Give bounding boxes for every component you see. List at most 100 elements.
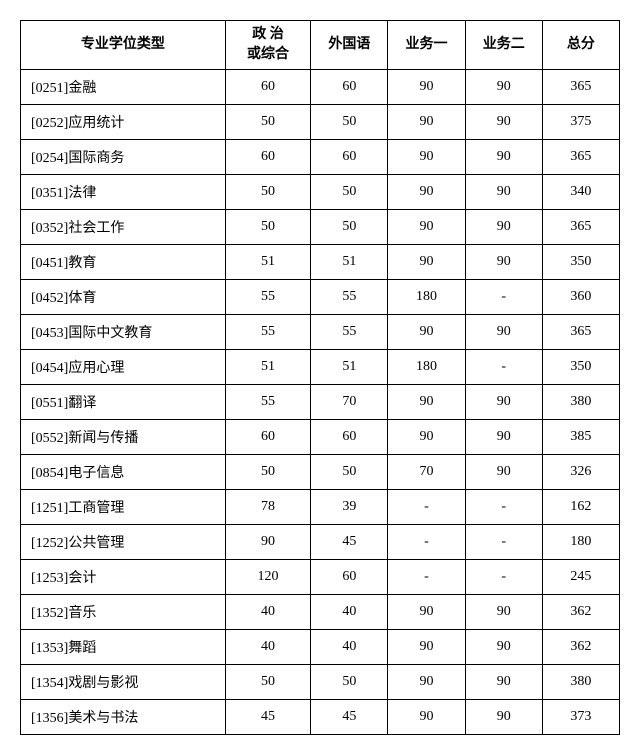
- row-label: [0854]电子信息: [21, 455, 226, 490]
- row-cell: 60: [225, 140, 310, 175]
- row-cell: 90: [465, 595, 542, 630]
- row-cell: 340: [542, 175, 619, 210]
- row-cell: 60: [311, 70, 388, 105]
- row-cell: 90: [388, 595, 465, 630]
- row-label: [0454]应用心理: [21, 350, 226, 385]
- row-cell: 90: [388, 420, 465, 455]
- row-cell: 40: [225, 595, 310, 630]
- row-cell: 51: [311, 350, 388, 385]
- row-cell: 90: [388, 315, 465, 350]
- row-cell: 180: [542, 525, 619, 560]
- row-cell: 50: [311, 105, 388, 140]
- row-cell: 40: [311, 595, 388, 630]
- row-label: [1353]舞蹈: [21, 630, 226, 665]
- row-label: [1354]戏剧与影视: [21, 665, 226, 700]
- row-cell: 326: [542, 455, 619, 490]
- table-row: [0551]翻译55709090380: [21, 385, 620, 420]
- table-row: [0351]法律50509090340: [21, 175, 620, 210]
- row-cell: 360: [542, 280, 619, 315]
- row-cell: 55: [225, 280, 310, 315]
- row-cell: -: [465, 350, 542, 385]
- row-label: [0551]翻译: [21, 385, 226, 420]
- row-cell: 50: [225, 455, 310, 490]
- row-label: [0552]新闻与传播: [21, 420, 226, 455]
- table-row: [0453]国际中文教育55559090365: [21, 315, 620, 350]
- row-cell: 90: [388, 70, 465, 105]
- row-cell: 362: [542, 630, 619, 665]
- row-label: [0452]体育: [21, 280, 226, 315]
- row-cell: 365: [542, 315, 619, 350]
- row-cell: 90: [465, 315, 542, 350]
- row-cell: 90: [465, 665, 542, 700]
- row-cell: 55: [225, 385, 310, 420]
- row-cell: 90: [388, 210, 465, 245]
- col-header-biz2: 业务二: [465, 21, 542, 70]
- row-label: [1252]公共管理: [21, 525, 226, 560]
- col-header-total: 总分: [542, 21, 619, 70]
- row-cell: 70: [388, 455, 465, 490]
- row-cell: 90: [465, 455, 542, 490]
- row-label: [0251]金融: [21, 70, 226, 105]
- row-cell: 90: [388, 700, 465, 735]
- row-cell: 45: [311, 700, 388, 735]
- row-cell: 90: [388, 140, 465, 175]
- table-row: [0854]电子信息50507090326: [21, 455, 620, 490]
- row-cell: 50: [311, 210, 388, 245]
- row-cell: 362: [542, 595, 619, 630]
- row-cell: 350: [542, 245, 619, 280]
- row-cell: 90: [465, 420, 542, 455]
- row-label: [1253]会计: [21, 560, 226, 595]
- row-cell: 90: [465, 105, 542, 140]
- table-row: [1356]美术与书法45459090373: [21, 700, 620, 735]
- row-cell: 90: [388, 245, 465, 280]
- row-cell: 51: [225, 245, 310, 280]
- row-cell: -: [465, 280, 542, 315]
- table-row: [1253]会计12060--245: [21, 560, 620, 595]
- row-cell: 380: [542, 665, 619, 700]
- row-cell: 90: [388, 105, 465, 140]
- table-row: [1352]音乐40409090362: [21, 595, 620, 630]
- row-cell: 365: [542, 70, 619, 105]
- row-cell: 385: [542, 420, 619, 455]
- row-cell: -: [465, 560, 542, 595]
- row-label: [0252]应用统计: [21, 105, 226, 140]
- row-cell: 50: [311, 175, 388, 210]
- row-cell: 90: [465, 630, 542, 665]
- row-cell: 90: [465, 70, 542, 105]
- row-cell: 50: [311, 665, 388, 700]
- row-cell: 90: [465, 700, 542, 735]
- col-header-politics: 政 治或综合: [225, 21, 310, 70]
- table-body: [0251]金融60609090365[0252]应用统计50509090375…: [21, 70, 620, 735]
- row-label: [1356]美术与书法: [21, 700, 226, 735]
- row-cell: 50: [225, 665, 310, 700]
- row-cell: 90: [465, 210, 542, 245]
- row-cell: 375: [542, 105, 619, 140]
- row-cell: 162: [542, 490, 619, 525]
- row-cell: 60: [311, 420, 388, 455]
- row-cell: 51: [225, 350, 310, 385]
- row-cell: -: [388, 525, 465, 560]
- row-cell: 90: [465, 245, 542, 280]
- row-cell: 50: [225, 175, 310, 210]
- table-row: [0251]金融60609090365: [21, 70, 620, 105]
- row-cell: 55: [311, 315, 388, 350]
- row-cell: 90: [465, 140, 542, 175]
- table-row: [1354]戏剧与影视50509090380: [21, 665, 620, 700]
- row-cell: -: [388, 560, 465, 595]
- row-cell: -: [388, 490, 465, 525]
- row-label: [0352]社会工作: [21, 210, 226, 245]
- row-cell: 90: [388, 665, 465, 700]
- score-table: 专业学位类型 政 治或综合 外国语 业务一 业务二 总分 [0251]金融606…: [20, 20, 620, 735]
- row-cell: 45: [225, 700, 310, 735]
- table-row: [1251]工商管理7839--162: [21, 490, 620, 525]
- col-header-biz1: 业务一: [388, 21, 465, 70]
- row-cell: 39: [311, 490, 388, 525]
- table-row: [0451]教育51519090350: [21, 245, 620, 280]
- row-cell: 40: [311, 630, 388, 665]
- row-cell: 55: [311, 280, 388, 315]
- row-cell: 40: [225, 630, 310, 665]
- row-label: [0453]国际中文教育: [21, 315, 226, 350]
- row-cell: 60: [225, 70, 310, 105]
- col-header-foreign: 外国语: [311, 21, 388, 70]
- table-row: [0552]新闻与传播60609090385: [21, 420, 620, 455]
